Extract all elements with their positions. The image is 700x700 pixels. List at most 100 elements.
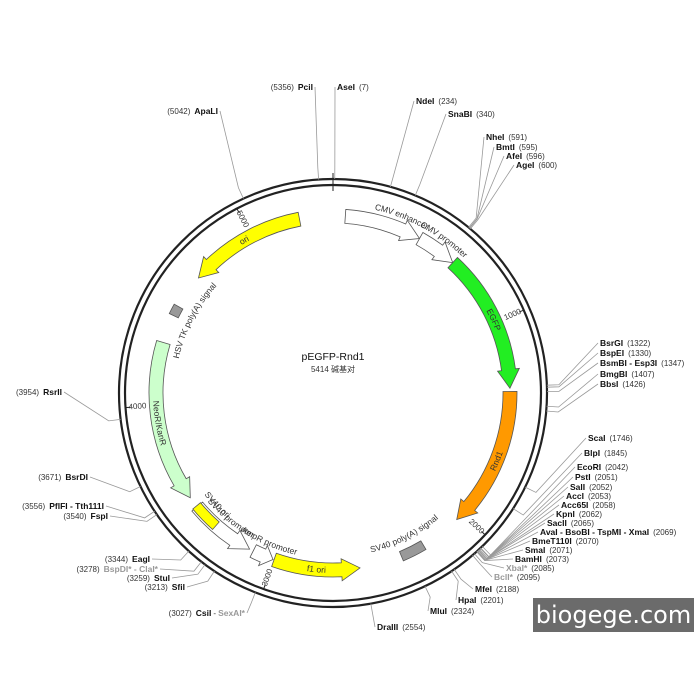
site-label-bsrgi: BsrGI (1322) — [600, 338, 651, 348]
feature-label-ori: ori — [237, 233, 250, 246]
backbone-inner-ring — [123, 183, 543, 603]
site-label-ecori: EcoRI (2042) — [577, 462, 629, 472]
site-name: NdeI — [416, 96, 434, 106]
site-position: (2052) — [589, 483, 612, 492]
site-position: (1322) — [627, 339, 650, 348]
feature-label-hsv-tk: HSV TK poly(A) signal — [171, 281, 218, 360]
site-name: BamHI — [515, 554, 542, 564]
site-label-xbai: XbaI* (2085) — [506, 563, 555, 573]
feature-label-text-hsv-tk: HSV TK poly(A) signal — [171, 281, 218, 360]
site-position: (7) — [359, 83, 369, 92]
feature-f1-ori — [271, 552, 361, 582]
site-leader-hpai — [451, 570, 459, 601]
feature-label-text-f1-ori: f1 ori — [306, 563, 326, 575]
site-leader-ndei — [390, 100, 415, 187]
site-name: HpaI — [458, 595, 476, 605]
site-name: BspDI* - ClaI* — [104, 564, 159, 574]
site-leader-bamhi — [476, 551, 514, 561]
site-position: (600) — [538, 161, 557, 170]
site-label-rsrii: (3954) RsrII — [16, 387, 62, 397]
site-name: KpnI — [556, 509, 575, 519]
site-leader-bsmbi-esp3i — [546, 362, 599, 392]
site-leader-scai — [525, 437, 587, 493]
site-position: (2085) — [531, 564, 554, 573]
site-label-bcli: BclI* (2095) — [494, 572, 540, 582]
site-name: AseI — [337, 82, 355, 92]
site-label-agei: AgeI (600) — [516, 160, 557, 170]
site-position: (3556) — [22, 502, 45, 511]
site-position: (2073) — [546, 555, 569, 564]
site-name: AfeI — [506, 151, 522, 161]
site-label-bamhi: BamHI (2073) — [515, 554, 569, 564]
site-leader-pflfi-tth111i — [105, 505, 155, 519]
site-leader-bmgbi — [546, 373, 599, 408]
site-label-bmet110i: BmeT110I (2070) — [532, 536, 599, 546]
ring-tick — [263, 584, 266, 590]
site-leader-bsrdi — [89, 476, 141, 493]
site-position: (3278) — [77, 565, 100, 574]
site-position: (2201) — [480, 596, 503, 605]
site-name: BbsI — [600, 379, 618, 389]
site-position: (3671) — [38, 473, 61, 482]
site-label-csii: (3027) CsiI - SexAI* — [169, 608, 246, 618]
backbone-outer-ring — [117, 177, 549, 609]
site-name: BsmBI - Esp3I — [600, 358, 657, 368]
site-position: (1845) — [604, 449, 627, 458]
site-label-sfii: (3213) SfiI — [145, 582, 185, 592]
ring-tick-label: 5000 — [235, 209, 251, 229]
ring-tick-label: 1000 — [503, 307, 523, 323]
site-leader-bbsi — [546, 383, 599, 413]
site-position: (2324) — [451, 607, 474, 616]
site-position: (3027) — [169, 609, 192, 618]
feature-ori — [197, 211, 302, 279]
site-label-ndei: NdeI (234) — [416, 96, 457, 106]
site-name: ScaI — [588, 433, 606, 443]
site-position: (596) — [526, 152, 545, 161]
feature-egfp — [447, 256, 521, 389]
site-name: StuI — [154, 573, 170, 583]
site-leader-stui — [171, 564, 206, 579]
site-label-bspdi-clai: (3278) BspDI* - ClaI* — [77, 564, 159, 574]
site-label-mfei: MfeI (2188) — [475, 584, 519, 594]
site-separator: - — [213, 609, 216, 618]
site-label-stui: (3259) StuI — [127, 573, 170, 583]
site-name: DraIII — [377, 622, 398, 632]
site-leader-afei — [469, 155, 505, 229]
site-name: FspI — [91, 511, 108, 521]
site-leader-bspei — [546, 352, 599, 388]
site-position: (1407) — [631, 370, 654, 379]
site-name: SmaI — [525, 545, 545, 555]
site-leader-bsrgi — [546, 342, 599, 386]
site-leader-pcii — [314, 86, 320, 180]
site-name: PstI — [575, 472, 591, 482]
site-position: (2053) — [588, 492, 611, 501]
ring-tick — [518, 309, 524, 313]
site-label-draiii: DraIII (2554) — [377, 622, 426, 632]
site-position: (2069) — [653, 528, 676, 537]
site-label-acci: AccI (2053) — [566, 491, 611, 501]
site-position: (340) — [476, 110, 495, 119]
feature-sv40-ori — [192, 502, 220, 531]
site-label-sacii: SacII (2065) — [547, 518, 594, 528]
site-name: PflFI - Tth111I — [49, 501, 104, 511]
site-position: (2058) — [592, 501, 615, 510]
site-label-bmgbi: BmgBI (1407) — [600, 369, 655, 379]
feature-cmv-enhancer — [344, 209, 421, 241]
site-name: SnaBI — [448, 109, 472, 119]
site-position: (3954) — [16, 388, 39, 397]
site-leader-bspdi-clai — [159, 561, 202, 572]
site-name: CsiI — [196, 608, 212, 618]
watermark-logo: biogege.com — [533, 598, 694, 632]
site-label-snabi: SnaBI (340) — [448, 109, 495, 119]
site-position: (2071) — [549, 546, 572, 555]
site-position: (1426) — [622, 380, 645, 389]
feature-label-f1-ori: f1 ori — [306, 563, 326, 575]
site-leader-xbai — [474, 553, 505, 569]
feature-sv40-polya — [398, 540, 427, 562]
site-name: BsrDI — [65, 472, 88, 482]
site-name: AgeI — [516, 160, 534, 170]
site-label-bsmbi-esp3i: BsmBI - Esp3I (1347) — [600, 358, 685, 368]
site-position: (234) — [438, 97, 457, 106]
